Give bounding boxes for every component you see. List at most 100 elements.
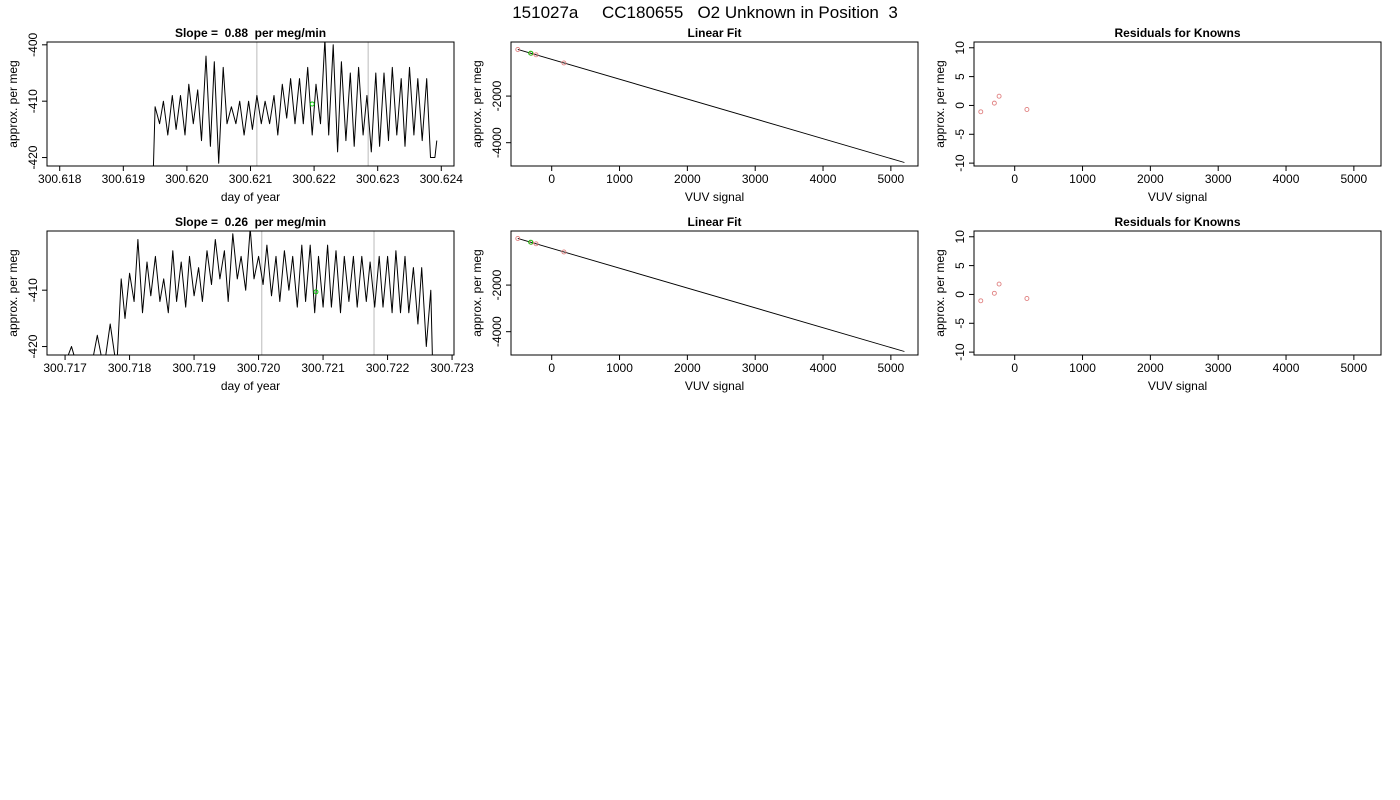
panel-title: Slope = 0.26 per meg/min	[175, 215, 326, 229]
data-point-1-0	[313, 289, 319, 295]
y-tick-label: 5	[953, 73, 967, 80]
data-point-0-2	[533, 241, 539, 247]
x-tick-label: 0	[1011, 361, 1018, 375]
chart-panel-row1-timeseries: 300.618 300.619 300.620 300.621 300.622 300.6…	[6, 26, 463, 204]
x-tick-label: 300.623	[356, 172, 400, 186]
y-tick-label: 5	[953, 262, 967, 269]
x-tick-label: 300.718	[108, 361, 152, 375]
x-tick-label: 1000	[1069, 361, 1096, 375]
y-tick-label: -4000	[490, 127, 504, 158]
x-tick-label: 4000	[810, 172, 837, 186]
y-tick-label: -5	[953, 129, 967, 140]
y-axis-label: approx. per meg	[933, 249, 947, 336]
plot-frame	[973, 41, 1382, 167]
x-axis-label: VUV signal	[685, 190, 744, 204]
data-point-0-0	[978, 298, 984, 304]
y-axis-label: approx. per meg	[933, 60, 947, 147]
y-tick-label: -10	[953, 154, 967, 172]
x-axis-label: day of year	[221, 379, 280, 393]
y-tick-label: 0	[953, 102, 967, 109]
x-tick-label: 300.717	[43, 361, 87, 375]
x-tick-label: 4000	[1273, 172, 1300, 186]
data-point-0-2	[533, 52, 539, 58]
y-tick-label: -420	[26, 334, 40, 358]
x-tick-label: 1000	[606, 172, 633, 186]
y-tick-label: -5	[953, 318, 967, 329]
data-point-0-0	[515, 236, 521, 241]
fit-line	[517, 238, 905, 352]
data-point-1-0	[528, 50, 534, 56]
plot-frame	[46, 41, 455, 167]
y-tick-label: 0	[953, 291, 967, 298]
data-point-0-1	[991, 100, 997, 106]
y-axis-label: approx. per meg	[470, 60, 484, 147]
figure-title: 151027a CC180655 O2 Unknown in Position …	[512, 3, 898, 22]
x-tick-label: 300.719	[172, 361, 216, 375]
data-point-0-3	[561, 60, 567, 66]
y-tick-label: -10	[953, 343, 967, 361]
chart-panel-row1-residuals: 0 1000 2000 3000 4000 5000 10 5 0 -5 -10 Residuals …	[933, 26, 1382, 204]
chart-panel-row2-timeseries: 300.717 300.718 300.719 300.720 300.721 300.7…	[6, 215, 474, 393]
y-tick-label: -4000	[490, 316, 504, 347]
x-tick-label: 3000	[742, 172, 769, 186]
series-line-0	[152, 42, 438, 166]
x-axis-label: VUV signal	[685, 379, 744, 393]
data-point-1-0	[309, 101, 315, 107]
y-tick-label: -2000	[490, 269, 504, 300]
x-tick-label: 300.722	[366, 361, 410, 375]
x-tick-label: 0	[548, 172, 555, 186]
x-tick-label: 300.723	[430, 361, 474, 375]
x-tick-label: 4000	[1273, 361, 1300, 375]
y-tick-label: -410	[26, 278, 40, 302]
x-tick-label: 300.721	[301, 361, 345, 375]
x-tick-label: 300.620	[165, 172, 209, 186]
x-tick-label: 5000	[1341, 361, 1368, 375]
x-tick-label: 2000	[674, 361, 701, 375]
y-tick-label: -2000	[490, 80, 504, 111]
x-tick-label: 2000	[1137, 361, 1164, 375]
x-tick-label: 5000	[1341, 172, 1368, 186]
panel-title: Residuals for Knowns	[1114, 215, 1240, 229]
data-point-0-0	[515, 47, 521, 52]
x-tick-label: 1000	[1069, 172, 1096, 186]
plot-frame	[510, 41, 919, 167]
data-point-0-0	[978, 109, 984, 115]
x-axis-label: VUV signal	[1148, 190, 1207, 204]
x-tick-label: 300.621	[229, 172, 273, 186]
x-tick-label: 3000	[742, 361, 769, 375]
data-point-0-2	[996, 281, 1002, 287]
fit-line	[517, 49, 905, 163]
x-tick-label: 1000	[606, 361, 633, 375]
x-tick-label: 0	[1011, 172, 1018, 186]
y-axis-label: approx. per meg	[470, 249, 484, 336]
panel-title: Slope = 0.88 per meg/min	[175, 26, 326, 40]
y-axis-label: approx. per meg	[6, 249, 20, 336]
series-line-0	[67, 231, 433, 355]
data-point-0-3	[1024, 107, 1030, 112]
plot-frame	[973, 230, 1382, 356]
panel-title: Linear Fit	[687, 215, 741, 229]
x-tick-label: 3000	[1205, 361, 1232, 375]
x-tick-label: 300.622	[292, 172, 336, 186]
x-tick-label: 300.624	[420, 172, 464, 186]
x-tick-label: 2000	[1137, 172, 1164, 186]
y-tick-label: -400	[26, 32, 40, 56]
data-point-0-3	[1024, 296, 1030, 301]
panel-title: Residuals for Knowns	[1114, 26, 1240, 40]
data-point-0-3	[561, 249, 567, 255]
x-tick-label: 300.619	[102, 172, 146, 186]
y-tick-label: 10	[953, 41, 967, 55]
x-tick-label: 300.720	[237, 361, 281, 375]
x-tick-label: 5000	[878, 172, 905, 186]
chart-panel-row2-linearfit: 0 1000 2000 3000 4000 5000 -2000 -4000 Linear Fi…	[470, 215, 919, 393]
chart-panel-row1-linearfit: 0 1000 2000 3000 4000 5000 -2000 -4000 Linear Fi…	[470, 26, 919, 204]
data-point-1-0	[528, 239, 534, 245]
y-tick-label: -420	[26, 145, 40, 169]
data-point-0-2	[996, 93, 1002, 99]
panel-title: Linear Fit	[687, 26, 741, 40]
x-tick-label: 5000	[878, 361, 905, 375]
x-tick-label: 300.618	[38, 172, 82, 186]
data-point-0-1	[991, 290, 997, 296]
chart-panel-row2-residuals: 0 1000 2000 3000 4000 5000 10 5 0 -5 -10 Residuals …	[933, 215, 1382, 393]
